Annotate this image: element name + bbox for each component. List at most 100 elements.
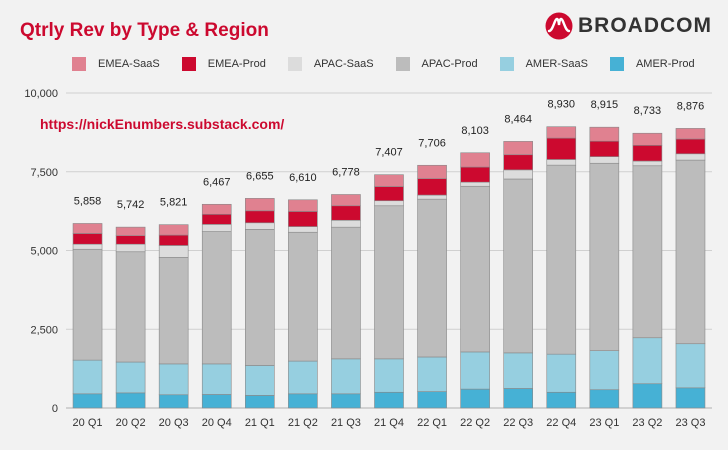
legend-label: AMER-Prod	[635, 58, 695, 70]
legend-label: APAC-Prod	[421, 58, 478, 70]
bar-segment-amer-saas	[417, 356, 447, 392]
x-tick-label: 23 Q3	[675, 417, 705, 429]
bar-total-label: 5,821	[160, 197, 188, 209]
bar-segment-amer-saas	[503, 352, 534, 389]
bar-segment-apac-prod	[460, 185, 490, 353]
chart-title: Qtrly Rev by Type & Region	[20, 20, 269, 41]
bar-segment-amer-saas	[158, 363, 189, 396]
bar-segment-emea-prod	[460, 166, 490, 183]
bar-segment-amer-saas	[374, 358, 404, 393]
legend-item: AMER-SaaS	[499, 57, 588, 71]
bar-total-label: 7,407	[375, 147, 403, 159]
broadcom-logo: BROADCOM	[545, 11, 712, 41]
bar-segment-emea-saas	[417, 164, 447, 179]
legend-swatch	[499, 57, 514, 71]
bar-segment-emea-saas	[115, 226, 146, 236]
bar-segment-emea-prod	[288, 211, 318, 227]
x-tick-label: 23 Q2	[632, 417, 662, 429]
bar-segment-apac-prod	[331, 226, 361, 360]
bar-segment-apac-saas	[503, 169, 534, 180]
legend-swatch	[395, 57, 410, 71]
bar-segment-amer-saas	[546, 353, 577, 393]
bar-segment-apac-prod	[115, 251, 146, 363]
bar-total-label: 6,778	[332, 166, 360, 178]
bar-segment-amer-prod	[115, 392, 146, 409]
bar-total-label: 8,464	[504, 113, 532, 125]
x-tick-label: 20 Q1	[73, 417, 103, 429]
bar-segment-apac-saas	[115, 243, 146, 253]
bar-segment-amer-prod	[503, 388, 534, 409]
bar-segment-emea-prod	[331, 205, 361, 221]
x-tick-label: 21 Q4	[374, 417, 404, 429]
bar-segment-emea-saas	[245, 198, 275, 212]
y-tick-label: 10,000	[24, 88, 58, 100]
bar-segment-amer-saas	[72, 359, 103, 395]
bar-segment-apac-prod	[201, 231, 232, 365]
y-tick-label: 2,500	[30, 324, 58, 336]
bar-segment-emea-prod	[115, 235, 146, 245]
legend-label: APAC-SaaS	[313, 58, 374, 70]
bar-segment-apac-prod	[546, 164, 577, 355]
x-tick-label: 22 Q3	[503, 417, 533, 429]
bar-total-label: 5,742	[117, 199, 145, 211]
legend-label: EMEA-Prod	[207, 58, 266, 70]
bar-segment-emea-prod	[632, 144, 663, 162]
bar-segment-amer-saas	[675, 343, 706, 389]
bar-segment-apac-saas	[288, 226, 318, 233]
bar-segment-emea-prod	[158, 234, 189, 246]
chart-legend: EMEA-SaaS EMEA-Prod APAC-SaaS APAC-Prod AMER…	[72, 57, 717, 71]
bar-segment-emea-prod	[374, 186, 404, 202]
bar-segment-apac-saas	[158, 245, 189, 258]
bar-segment-apac-prod	[288, 231, 318, 362]
legend-item: EMEA-SaaS	[72, 57, 160, 71]
watermark-url: https://nickEnumbers.substack.com/	[40, 116, 285, 132]
x-tick-label: 21 Q2	[288, 417, 318, 429]
x-tick-label: 20 Q4	[202, 417, 232, 429]
legend-swatch	[609, 57, 624, 71]
x-tick-label: 23 Q1	[589, 417, 619, 429]
bar-segment-amer-saas	[331, 358, 361, 395]
bar-segment-apac-saas	[675, 153, 706, 161]
bar-total-label: 5,858	[74, 195, 102, 207]
bar-total-label: 8,915	[591, 99, 619, 111]
bar-segment-apac-saas	[374, 200, 404, 207]
legend-swatch	[181, 57, 196, 71]
bar-segment-amer-saas	[201, 363, 232, 395]
bar-segment-amer-prod	[158, 394, 189, 409]
bar-segment-emea-saas	[503, 141, 534, 156]
bar-segment-apac-saas	[460, 181, 490, 187]
bar-segment-emea-saas	[201, 203, 232, 215]
bar-segment-emea-prod	[675, 138, 706, 155]
y-tick-label: 7,500	[30, 167, 58, 179]
legend-swatch	[287, 57, 302, 71]
x-tick-label: 22 Q4	[546, 417, 576, 429]
bar-total-label: 8,103	[461, 125, 489, 137]
bar-segment-emea-saas	[632, 132, 663, 146]
bar-total-label: 6,655	[246, 170, 274, 182]
bar-segment-amer-prod	[72, 393, 103, 409]
bar-segment-emea-saas	[72, 223, 103, 234]
bar-segment-emea-saas	[675, 128, 706, 140]
bar-segment-emea-prod	[245, 210, 275, 224]
y-tick-label: 0	[52, 403, 58, 415]
broadcom-logo-icon	[545, 12, 573, 40]
bar-segment-apac-prod	[158, 257, 189, 365]
bar-segment-apac-saas	[201, 224, 232, 232]
bar-segment-amer-prod	[374, 391, 404, 409]
bar-segment-apac-saas	[546, 159, 577, 166]
bar-total-label: 8,876	[677, 100, 705, 112]
bar-segment-amer-prod	[546, 391, 577, 409]
bar-segment-emea-saas	[331, 194, 361, 207]
bar-segment-apac-saas	[589, 156, 620, 164]
x-tick-label: 22 Q2	[460, 417, 490, 429]
bar-segment-emea-saas	[460, 152, 490, 168]
bar-segment-apac-prod	[589, 162, 620, 351]
legend-item: AMER-Prod	[609, 57, 695, 71]
bar-total-label: 6,610	[289, 172, 317, 184]
x-tick-label: 22 Q1	[417, 417, 447, 429]
bar-segment-apac-prod	[72, 248, 103, 361]
legend-label: EMEA-SaaS	[98, 58, 160, 70]
bar-segment-amer-prod	[417, 391, 447, 409]
bar-total-label: 6,467	[203, 176, 231, 188]
